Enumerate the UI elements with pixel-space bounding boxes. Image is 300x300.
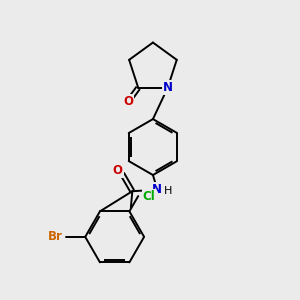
Text: Br: Br [48,230,63,243]
Text: O: O [112,164,123,177]
Text: O: O [124,95,134,108]
Text: N: N [152,183,162,196]
Text: N: N [163,81,173,94]
Text: Cl: Cl [142,190,155,202]
Text: H: H [164,186,172,196]
